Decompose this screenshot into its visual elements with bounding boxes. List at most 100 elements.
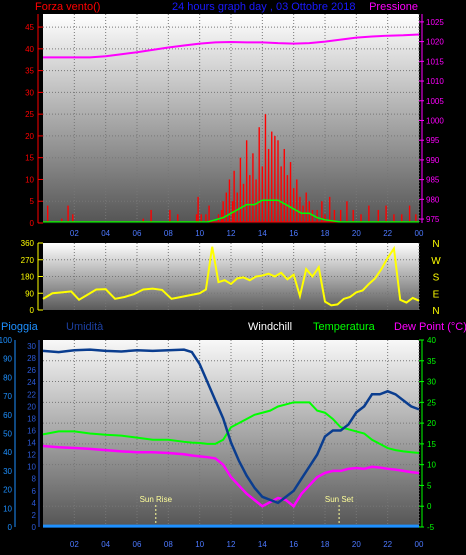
time-tick-label: 16 [289, 540, 298, 549]
wind-direction-line [42, 245, 420, 307]
wind-direction-grid [43, 243, 420, 310]
wind-tick-label: 35 [25, 67, 34, 76]
wind-tick-label: 45 [25, 23, 34, 32]
sun-event-label: Sun Set [325, 495, 354, 504]
time-tick-label: 04 [101, 229, 110, 238]
pressure-axis-label: Pressione [369, 1, 418, 13]
time-tick-label: 04 [101, 540, 110, 549]
wind-tick-label: 15 [25, 154, 34, 163]
humidity-tick-label: 2 [32, 511, 37, 520]
rain-tick-label: 0 [8, 523, 13, 532]
time-tick-label: 20 [352, 229, 361, 238]
dewpoint-line [42, 444, 420, 509]
time-tick-label: 22 [383, 540, 392, 549]
pressure-tick-label: 975 [426, 215, 440, 224]
wind-tick-label: 10 [25, 175, 34, 184]
windchill-label: Windchill [248, 321, 292, 333]
time-tick-label: 10 [195, 540, 204, 549]
rain-tick-label: 30 [3, 467, 12, 476]
sun-event-label: Sun Rise [140, 495, 173, 504]
wind-tick-label: 25 [25, 110, 34, 119]
pressure-tick-label: 990 [426, 156, 440, 165]
time-tick-label: 06 [133, 229, 142, 238]
humidity-axis-label: Umidità [66, 321, 104, 333]
wind-tick-label: 40 [25, 45, 34, 54]
wind-tick-label: 30 [25, 88, 34, 97]
temperature-humidity-grid [43, 340, 420, 527]
rain-tick-label: 80 [3, 373, 12, 382]
humidity-tick-label: 0 [32, 523, 37, 532]
compass-label: W [431, 256, 441, 267]
temperature-humidity-panel: Sun Rise Sun Set -50510152025303540010203… [0, 321, 466, 549]
humidity-tick-label: 28 [27, 354, 36, 363]
temperature-tick-label: 25 [427, 398, 436, 407]
temperature-tick-label: 5 [427, 481, 432, 490]
time-tick-label: 08 [164, 229, 173, 238]
rain-axis-label: Pioggia [1, 321, 39, 333]
time-tick-label: 20 [352, 540, 361, 549]
pressure-tick-label: 985 [426, 176, 440, 185]
temperature-tick-label: 10 [427, 461, 436, 470]
pressure-line [43, 33, 420, 59]
wind-tick-label: 0 [30, 219, 35, 228]
chart-title: 24 hours graph day , 03 Ottobre 2018 [172, 1, 355, 13]
time-tick-label: 14 [258, 540, 267, 549]
time-tick-label: 16 [289, 229, 298, 238]
humidity-tick-label: 14 [27, 439, 36, 448]
humidity-tick-label: 10 [27, 463, 36, 472]
pressure-tick-label: 1010 [426, 77, 444, 86]
humidity-line [42, 348, 420, 505]
wind-tick-label: 20 [25, 132, 34, 141]
temperature-tick-label: -5 [427, 523, 435, 532]
temperature-tick-label: 20 [427, 419, 436, 428]
pressure-tick-label: 980 [426, 195, 440, 204]
pressure-tick-label: 1000 [426, 116, 444, 125]
time-tick-label: 18 [321, 229, 330, 238]
dewpoint-axis-label: Dew Point (°C) [394, 321, 466, 333]
wind-gust-line [43, 199, 419, 223]
temperature-tick-label: 15 [427, 440, 436, 449]
time-tick-label: 10 [195, 229, 204, 238]
time-tick-label: 02 [70, 540, 79, 549]
wind-pressure-panel: 0510152025303540459759809859909951000100… [25, 1, 444, 238]
temperature-tick-label: 35 [427, 357, 436, 366]
pressure-tick-label: 1015 [426, 57, 444, 66]
temperature-humidity-axes: -505101520253035400102030405060708090100… [0, 336, 436, 549]
humidity-tick-label: 30 [27, 342, 36, 351]
rain-tick-label: 70 [3, 392, 12, 401]
temperature-tick-label: 40 [427, 336, 436, 345]
humidity-tick-label: 26 [27, 366, 36, 375]
time-tick-label: 14 [258, 229, 267, 238]
humidity-tick-label: 6 [32, 487, 37, 496]
humidity-tick-label: 16 [27, 426, 36, 435]
direction-tick-label: 360 [21, 239, 35, 248]
rain-tick-label: 60 [3, 411, 12, 420]
rain-tick-label: 20 [3, 486, 12, 495]
humidity-tick-label: 4 [32, 499, 37, 508]
humidity-tick-label: 24 [27, 378, 36, 387]
direction-tick-label: 90 [25, 289, 34, 298]
rain-tick-label: 10 [3, 504, 12, 513]
wind-pressure-series [43, 33, 420, 223]
pressure-tick-label: 995 [426, 136, 440, 145]
wind-direction-series [42, 245, 420, 307]
humidity-tick-label: 22 [27, 390, 36, 399]
direction-tick-label: 270 [21, 256, 35, 265]
pressure-tick-label: 1005 [426, 97, 444, 106]
direction-tick-label: 180 [21, 273, 35, 282]
pressure-tick-label: 1020 [426, 38, 444, 47]
temperature-tick-label: 30 [427, 378, 436, 387]
wind-pressure-axes: 0510152025303540459759809859909951000100… [25, 14, 444, 238]
humidity-tick-label: 18 [27, 414, 36, 423]
time-tick-label: 02 [70, 229, 79, 238]
time-tick-label: 18 [321, 540, 330, 549]
temperature-humidity-series: Sun Rise Sun Set [42, 348, 420, 528]
direction-tick-label: 0 [30, 306, 35, 315]
time-tick-label: 00 [415, 540, 424, 549]
humidity-tick-label: 20 [27, 402, 36, 411]
humidity-tick-label: 8 [32, 475, 37, 484]
rain-tick-label: 40 [3, 448, 12, 457]
